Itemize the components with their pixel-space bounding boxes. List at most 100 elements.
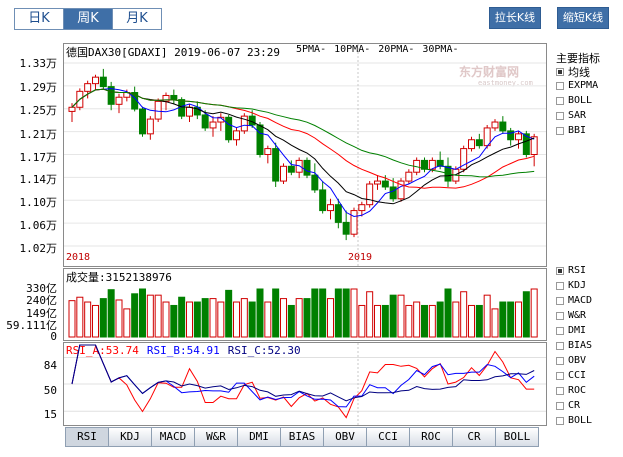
- candle-body: [209, 121, 217, 129]
- volume-y-label: 59.111亿: [6, 319, 57, 332]
- volume-bar: [280, 298, 287, 338]
- volume-bar: [381, 304, 389, 338]
- volume-bar: [413, 301, 421, 338]
- tab-rsi[interactable]: RSI: [65, 427, 109, 447]
- rsi-a-value: RSI_A:53.74: [66, 344, 139, 357]
- candle-body: [170, 94, 178, 101]
- candle-body: [139, 108, 146, 135]
- candle-body: [499, 121, 507, 132]
- indicator-label: 均线: [568, 66, 590, 79]
- sub-indicator-label: W&R: [568, 310, 587, 321]
- candle-body: [475, 139, 483, 147]
- tab-kdj[interactable]: KDJ: [108, 427, 152, 447]
- indicator-boll-checkbox[interactable]: BOLL: [556, 95, 592, 106]
- sub-indicator-dmi[interactable]: DMI: [556, 325, 586, 336]
- candle-body: [358, 204, 366, 212]
- sub-indicator-roc[interactable]: ROC: [556, 385, 586, 396]
- candle-body: [303, 159, 311, 176]
- tab-roc[interactable]: ROC: [409, 427, 453, 447]
- tab-bias[interactable]: BIAS: [280, 427, 324, 447]
- candle-body: [68, 106, 76, 112]
- price-y-label: 1.02万: [19, 242, 58, 255]
- volume-bar: [217, 301, 225, 338]
- tab-dmi[interactable]: DMI: [237, 427, 281, 447]
- volume-bar: [225, 289, 233, 338]
- sub-indicator-obv[interactable]: OBV: [556, 355, 586, 366]
- shorten-kline-button[interactable]: 缩短K线: [557, 7, 609, 29]
- ma-legend: 5PMA- 10PMA- 20PMA- 30PMA-: [296, 44, 466, 55]
- tab-daily-k[interactable]: 日K: [14, 8, 64, 30]
- indicator-bbi-checkbox[interactable]: BBI: [556, 125, 586, 136]
- tab-cci[interactable]: CCI: [366, 427, 410, 447]
- sub-indicator-cr[interactable]: CR: [556, 400, 580, 411]
- ma-line: [71, 88, 535, 205]
- volume-bar: [515, 301, 522, 338]
- sub-indicator-label: RSI: [568, 265, 587, 276]
- candle-body: [530, 136, 538, 155]
- ma20-legend: 20PMA-: [378, 44, 415, 55]
- watermark-domain: eastmoney.com: [478, 79, 533, 87]
- tab-boll[interactable]: BOLL: [495, 427, 539, 447]
- candle-body: [522, 133, 530, 155]
- tab-obv[interactable]: OBV: [323, 427, 367, 447]
- sub-indicator-wr[interactable]: W&R: [556, 310, 586, 321]
- sub-indicator-macd[interactable]: MACD: [556, 295, 592, 306]
- volume-bar: [209, 298, 217, 338]
- volume-bar: [405, 304, 413, 338]
- candle-body: [217, 116, 225, 123]
- candle-body: [99, 76, 107, 88]
- rsi-legend: RSI_A:53.74 RSI_B:54.91 RSI_C:52.30: [66, 344, 309, 357]
- candle-body: [146, 118, 154, 135]
- rsi-chart: [64, 343, 546, 425]
- volume-bar: [397, 294, 405, 338]
- volume-bar: [421, 304, 428, 338]
- candle-body: [287, 165, 295, 173]
- candle-body: [397, 180, 405, 200]
- checkbox-icon: [556, 126, 564, 135]
- volume-bar: [303, 298, 311, 338]
- stretch-kline-button[interactable]: 拉长K线: [489, 7, 541, 29]
- indicator-expma-checkbox[interactable]: EXPMA: [556, 80, 598, 91]
- sub-indicator-label: DMI: [568, 325, 587, 336]
- kline-panel: [63, 43, 547, 267]
- indicator-sar-checkbox[interactable]: SAR: [556, 110, 586, 121]
- volume-bar: [264, 301, 272, 338]
- volume-title: 成交量:3152138976: [66, 271, 172, 284]
- volume-bar: [468, 304, 475, 338]
- checkbox-icon: [556, 356, 564, 365]
- sub-indicator-kdj[interactable]: KDJ: [556, 280, 586, 291]
- tab-macd[interactable]: MACD: [151, 427, 195, 447]
- volume-bar: [287, 304, 295, 338]
- volume-bar: [248, 301, 256, 338]
- sub-indicator-cci[interactable]: CCI: [556, 370, 586, 381]
- candle-body: [154, 100, 162, 120]
- checkbox-icon: [556, 371, 564, 380]
- tab-weekly-k[interactable]: 周K: [63, 8, 113, 30]
- sub-indicator-label: CR: [568, 400, 581, 411]
- indicator-ma-checkbox[interactable]: 均线: [556, 64, 590, 80]
- volume-bar: [311, 288, 319, 338]
- main-indicators-title: 主要指标: [556, 52, 600, 65]
- price-y-label: 1.25万: [19, 104, 58, 117]
- rsi-b-value: RSI_B:54.91: [146, 344, 220, 357]
- candle-body: [272, 148, 280, 182]
- indicator-label: SAR: [568, 110, 587, 121]
- sub-indicator-label: OBV: [568, 355, 587, 366]
- sub-indicator-boll[interactable]: BOLL: [556, 415, 592, 426]
- volume-chart: [68, 288, 538, 338]
- rsi-line: [71, 344, 535, 402]
- sub-indicator-label: ROC: [568, 385, 587, 396]
- tab-monthly-k[interactable]: 月K: [112, 8, 162, 30]
- sub-indicator-bias[interactable]: BIAS: [556, 340, 592, 351]
- indicator-label: BBI: [568, 125, 587, 136]
- volume-bar: [272, 288, 280, 338]
- candle-body: [366, 183, 374, 206]
- candle-body: [295, 159, 303, 173]
- candle-body: [319, 189, 327, 212]
- sub-indicator-rsi[interactable]: RSI: [556, 265, 586, 276]
- volume-y-label: 240亿: [26, 294, 57, 307]
- tab-cr[interactable]: CR: [452, 427, 496, 447]
- volume-bar: [131, 293, 139, 338]
- tab-wr[interactable]: W&R: [194, 427, 238, 447]
- candle-body: [225, 116, 233, 141]
